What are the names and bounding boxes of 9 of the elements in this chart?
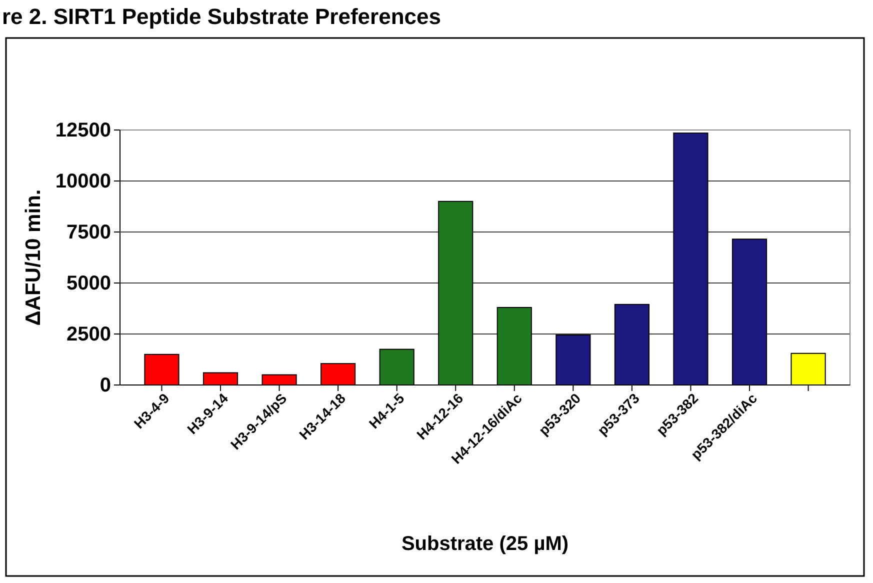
y-tick-label: 10000 (55, 170, 111, 192)
x-axis-title: Substrate (25 µM) (401, 533, 569, 555)
y-tick-label: 0 (100, 374, 111, 396)
y-tick-label: 7500 (66, 221, 111, 244)
chart-title: re 2. SIRT1 Peptide Substrate Preferences (2, 4, 441, 29)
y-tick-label: 12500 (55, 119, 111, 142)
y-axis-title: ΔAFU/10 min. (22, 189, 45, 326)
y-tick-label: 2500 (66, 323, 111, 346)
y-tick-label: 5000 (66, 272, 111, 294)
